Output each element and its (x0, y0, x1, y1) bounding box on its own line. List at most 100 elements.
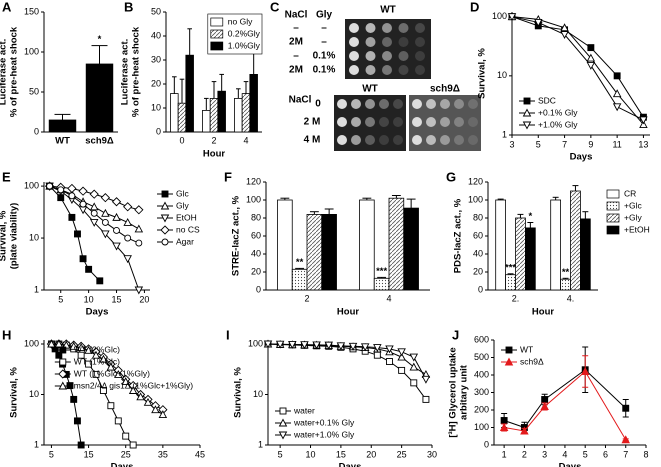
marker (77, 351, 85, 359)
marker (586, 53, 596, 62)
row-label: – (321, 23, 327, 34)
yeast-spot (365, 135, 375, 145)
marker (386, 358, 393, 365)
bar (170, 93, 179, 133)
y-tick-label: 0 (156, 126, 161, 136)
legend-label: msn2/4Δ gis1Δ (1%Glc+1%Gly) (74, 380, 193, 390)
marker (89, 189, 99, 199)
marker (520, 426, 529, 435)
marker (85, 360, 93, 368)
marker (78, 186, 88, 196)
marker (639, 116, 648, 125)
x-tick-label: 3 (509, 139, 514, 149)
marker (77, 441, 85, 449)
marker (275, 340, 285, 349)
annotation: *** (376, 266, 387, 277)
x-tick-label: 25 (121, 449, 131, 459)
panel-label: F (224, 169, 232, 184)
x-tick-label: 30 (427, 449, 437, 459)
marker (398, 366, 406, 374)
legend-label: WT (2%Glc) (74, 344, 120, 354)
marker (300, 341, 309, 350)
marker (522, 108, 532, 117)
x-tick-label: 5 (536, 139, 541, 149)
bar (505, 274, 516, 291)
marker (612, 89, 622, 98)
bar (291, 268, 308, 291)
marker (622, 404, 630, 412)
y-tick-label: 40 (151, 30, 161, 40)
y-tick-label: 120 (468, 176, 483, 186)
legend-swatch (606, 201, 620, 211)
yeast-spot (454, 117, 464, 127)
yeast-spot (365, 23, 376, 33)
yeast-spot (412, 99, 422, 109)
yeast-spot (426, 99, 436, 109)
yeast-spot (468, 117, 478, 127)
x-tick-label: 20 (366, 449, 376, 459)
yeast-spot (398, 51, 409, 61)
legend-label: 1.0%Gly (228, 40, 261, 50)
column-header: Gly (316, 10, 333, 21)
marker (79, 255, 87, 263)
y-tick-label: 20 (251, 266, 261, 276)
marker (160, 214, 170, 223)
marker (68, 192, 76, 200)
marker (107, 402, 115, 410)
marker (89, 202, 99, 211)
marker (54, 339, 64, 348)
panel-label: C (270, 0, 280, 14)
marker (122, 432, 130, 440)
marker (51, 345, 59, 353)
bar (560, 278, 571, 291)
marker (57, 186, 65, 194)
y-axis-label: PDS-lacZ act., % (453, 198, 464, 273)
y-tick-label: 1 (258, 439, 263, 449)
row-label: 2M (289, 37, 303, 48)
bar (85, 63, 114, 133)
marker (279, 407, 287, 415)
series-line (503, 369, 627, 429)
legend-swatch (606, 189, 620, 199)
marker (613, 72, 621, 80)
marker (55, 351, 63, 359)
x-tick-label: 3 (542, 449, 547, 459)
yeast-spot (440, 135, 450, 145)
y-tick-label: 50 (151, 6, 161, 16)
yeast-spot (365, 65, 376, 75)
marker (586, 61, 596, 70)
y-tick-label: 200 (474, 404, 489, 414)
panel-label: G (446, 169, 456, 184)
y-axis-label: % of pre-heat shock (9, 26, 20, 117)
legend-label: EtOH (176, 212, 197, 222)
yeast-spot (349, 65, 359, 75)
legend-label: water+1.0% Gly (293, 429, 355, 439)
x-tick-label: 1 (502, 449, 507, 459)
y-tick-label: 60 (251, 230, 261, 240)
yeast-spot (440, 99, 450, 109)
series-line (511, 16, 644, 118)
marker (360, 343, 370, 352)
x-tick-label: sch9Δ (85, 136, 114, 147)
x-tick-label: 4. (567, 293, 575, 303)
yeast-spot (398, 65, 409, 75)
legend-label: Gly (176, 200, 190, 210)
legend-label: +EtOH (624, 224, 650, 234)
marker (534, 18, 543, 27)
y-tick-label: 40 (251, 248, 261, 258)
marker (385, 345, 394, 354)
y-axis-label: arbitary unit (459, 364, 470, 420)
yeast-spot (426, 117, 436, 127)
yeast-spot (365, 37, 376, 47)
annotation: ** (296, 257, 304, 268)
marker (128, 386, 138, 394)
x-axis-label: Days (111, 462, 134, 467)
y-tick-label: 100 (24, 338, 39, 348)
strain-label: WT (362, 84, 378, 95)
marker (68, 213, 76, 221)
bar (580, 218, 591, 291)
x-tick-label: 9 (588, 139, 593, 149)
y-tick-label: 10 (151, 102, 161, 112)
x-tick-label: 10 (84, 294, 94, 304)
